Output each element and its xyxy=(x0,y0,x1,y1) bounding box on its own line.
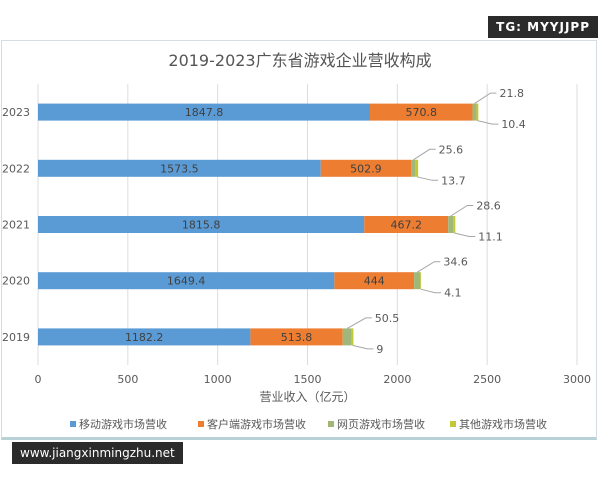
legend-label: 网页游戏市场营收 xyxy=(337,417,425,431)
leader-line xyxy=(416,176,439,181)
bar-segment xyxy=(351,328,354,346)
leader-line xyxy=(450,205,474,217)
watermark-bottom: www.jiangxinmingzhu.net xyxy=(12,442,183,464)
x-tick-label: 2500 xyxy=(473,373,501,386)
y-tick-label: 2022 xyxy=(2,162,30,175)
x-tick-label: 500 xyxy=(117,373,138,386)
leader-line xyxy=(413,148,436,161)
y-tick-label: 2021 xyxy=(2,219,30,232)
legend-swatch xyxy=(70,421,76,427)
data-label: 21.8 xyxy=(499,87,523,100)
bar-segment xyxy=(453,216,456,233)
bar-segment xyxy=(38,328,251,346)
bar-segment xyxy=(38,272,335,290)
leader-line xyxy=(420,288,442,294)
bar-segment xyxy=(250,328,343,346)
x-tick-label: 1000 xyxy=(204,373,232,386)
watermark-top: TG: MYYJJPP xyxy=(488,16,598,38)
x-axis-label: 营业收入（亿元） xyxy=(259,389,355,404)
y-tick-label: 2023 xyxy=(2,106,30,119)
data-label: 1649.4 xyxy=(167,275,206,288)
data-label: 1573.5 xyxy=(160,162,199,175)
data-label: 502.9 xyxy=(350,162,382,175)
data-label: 4.1 xyxy=(444,287,462,300)
data-label: 34.6 xyxy=(443,256,468,269)
leader-line xyxy=(454,232,476,237)
data-label: 1847.8 xyxy=(185,106,224,119)
leader-line xyxy=(474,92,497,105)
bar-segment xyxy=(334,272,415,290)
y-tick-label: 2020 xyxy=(2,275,30,288)
data-label: 13.7 xyxy=(441,174,466,187)
data-label: 570.8 xyxy=(406,106,438,119)
data-label: 9 xyxy=(376,343,383,356)
leader-line xyxy=(347,317,372,329)
x-tick-label: 0 xyxy=(35,373,42,386)
data-label: 10.4 xyxy=(501,118,525,131)
bar-segment xyxy=(320,159,412,177)
bar-segment xyxy=(415,159,419,177)
legend-swatch xyxy=(328,421,334,427)
data-label: 1182.2 xyxy=(125,331,164,344)
bar-segment xyxy=(472,103,477,121)
y-tick-label: 2019 xyxy=(2,331,30,344)
x-tick-label: 1500 xyxy=(294,373,322,386)
data-label: 25.6 xyxy=(439,143,464,156)
bar-segment xyxy=(364,216,449,233)
bar-segment xyxy=(369,103,473,121)
bar-segment xyxy=(38,159,321,177)
bar-segment xyxy=(414,272,421,290)
x-tick-label: 3000 xyxy=(563,373,591,386)
bar-segment xyxy=(38,216,365,233)
data-label: 11.1 xyxy=(478,231,503,244)
data-label: 467.2 xyxy=(390,219,422,232)
data-label: 50.5 xyxy=(375,312,400,325)
bar-segment xyxy=(420,272,422,290)
bar-segment xyxy=(342,328,352,346)
data-label: 444 xyxy=(364,275,385,288)
leader-line xyxy=(416,261,441,273)
bar-segment xyxy=(38,103,370,121)
data-label: 1815.8 xyxy=(182,219,221,232)
bar-segment xyxy=(411,159,416,177)
x-tick-label: 2000 xyxy=(383,373,411,386)
leader-line xyxy=(477,120,499,125)
legend-label: 客户端游戏市场营收 xyxy=(207,417,306,431)
data-label: 513.8 xyxy=(281,331,313,344)
legend-swatch xyxy=(450,421,456,427)
legend-label: 移动游戏市场营收 xyxy=(79,417,167,431)
legend-label: 其他游戏市场营收 xyxy=(459,417,547,431)
data-label: 28.6 xyxy=(476,200,501,213)
legend-swatch xyxy=(198,421,204,427)
bar-segment xyxy=(448,216,454,233)
bar-segment xyxy=(476,103,479,121)
leader-line xyxy=(352,344,374,350)
chart-title: 2019-2023广东省游戏企业营收构成 xyxy=(168,51,431,70)
